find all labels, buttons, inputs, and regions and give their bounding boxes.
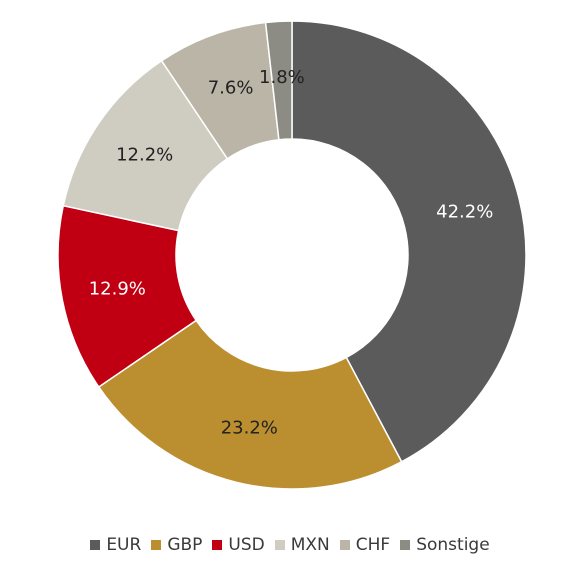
legend-swatch-gbp <box>151 540 162 550</box>
donut-chart-svg: 42.2% 23.2% 12.9% 12.2% 7.6%1.8% <box>57 20 527 490</box>
legend-label-sonstige: Sonstige <box>416 535 490 555</box>
slice-gbp <box>97 319 403 490</box>
legend-label-chf: CHF <box>355 535 391 555</box>
chart-legend: EUR GBP USD MXN CHF Sonstige <box>0 533 580 557</box>
slice-label-mxn: 12.2% <box>116 145 173 166</box>
legend-label-gbp: GBP <box>167 535 203 555</box>
slice-eur <box>291 20 527 463</box>
legend-swatch-mxn <box>274 540 285 550</box>
legend-label-usd: USD <box>228 535 265 555</box>
slice-label-eur: 42.2% <box>436 202 493 223</box>
slice-sonstige <box>264 20 293 141</box>
legend-swatch-eur <box>90 540 101 550</box>
legend-swatch-sonstige <box>400 540 411 550</box>
legend-item-chf: CHF <box>339 535 391 555</box>
legend-swatch-usd <box>212 540 223 550</box>
slice-label-chf: 7.6% <box>208 77 254 98</box>
legend-item-gbp: GBP <box>151 535 202 555</box>
legend-item-eur: EUR <box>90 535 141 555</box>
slice-label-gbp: 23.2% <box>221 417 278 438</box>
legend-item-usd: USD <box>212 535 265 555</box>
legend-item-mxn: MXN <box>274 535 330 555</box>
legend-item-sonstige: Sonstige <box>400 535 490 555</box>
slice-label-sonstige: 1.8% <box>259 67 305 88</box>
slice-label-usd: 12.9% <box>89 279 146 300</box>
slice-mxn <box>62 59 229 232</box>
legend-label-eur: EUR <box>106 535 142 555</box>
legend-label-mxn: MXN <box>290 535 330 555</box>
legend-swatch-chf <box>339 540 350 550</box>
